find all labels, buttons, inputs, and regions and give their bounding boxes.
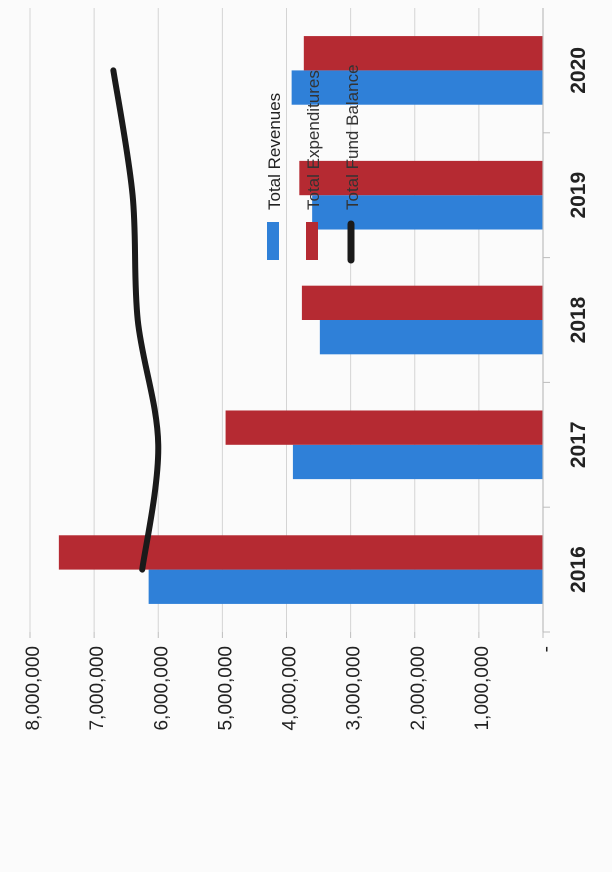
legend-swatch [267,222,279,260]
expenditure-bar [59,535,543,569]
category-label: 2019 [567,172,590,219]
legend-label: Total Expenditures [304,70,323,210]
expenditure-bar [226,410,543,444]
value-tick-label: 4,000,000 [280,646,301,731]
value-tick-label: 8,000,000 [23,646,44,731]
value-tick-label: 5,000,000 [215,646,236,731]
expenditure-bar [299,161,543,195]
revenue-bar [292,70,543,104]
category-label: 2016 [567,546,590,593]
revenue-bar [293,445,543,479]
expenditure-bar [304,36,543,70]
value-tick-label: 7,000,000 [87,646,108,731]
legend-label: Total Fund Balance [343,64,362,210]
category-label: 2018 [567,296,590,343]
value-tick-label: 2,000,000 [408,646,429,731]
value-tick-label: 6,000,000 [151,646,172,731]
revenue-bar [149,570,543,604]
legend-swatch [306,222,318,260]
category-label: 2020 [567,47,590,94]
value-tick-label: 3,000,000 [344,646,365,731]
value-tick-label: 1,000,000 [472,646,493,731]
category-label: 2017 [567,421,590,468]
value-tick-label: - [536,646,557,652]
legend-label: Total Revenues [265,93,284,210]
revenue-bar [320,320,543,354]
expenditure-bar [302,286,543,320]
